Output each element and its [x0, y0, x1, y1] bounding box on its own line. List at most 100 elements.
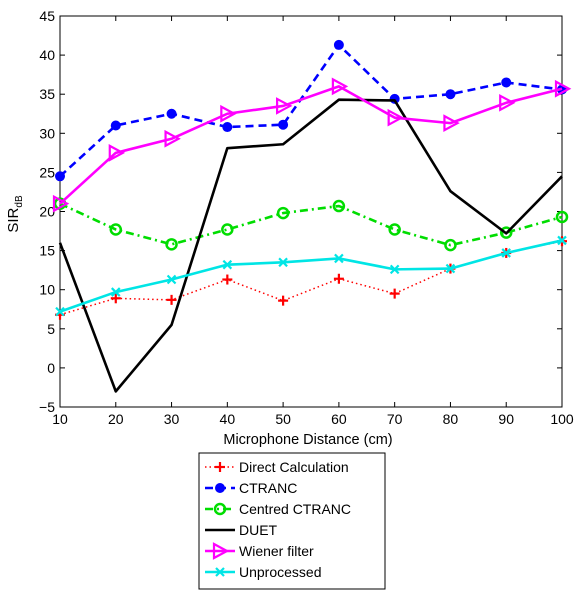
triangle-marker — [331, 77, 349, 96]
y-axis-ticks: −5 0 5 10 15 20 25 30 35 40 45 — [39, 8, 562, 415]
y-tick-label: 40 — [39, 47, 55, 63]
circle-marker — [555, 210, 569, 224]
x-marker-b — [110, 287, 121, 297]
legend-item: DUET — [205, 522, 278, 538]
triangle-marker — [164, 129, 181, 148]
x-marker — [445, 263, 456, 274]
series-line — [58, 98, 563, 393]
y-tick-label: 20 — [39, 204, 55, 220]
circle-marker — [444, 238, 457, 252]
x-tick-label: 10 — [52, 411, 68, 427]
circle-marker — [165, 238, 178, 251]
x-marker-b — [445, 263, 456, 274]
circle-marker — [221, 223, 234, 236]
x-tick-label: 100 — [550, 411, 574, 427]
dot-marker — [333, 39, 344, 50]
x-marker-b — [278, 257, 288, 268]
triangle-marker — [499, 93, 516, 112]
y-tick-label: 25 — [39, 164, 55, 180]
x-marker-b — [166, 274, 177, 285]
legend-item: Unprocessed — [205, 564, 322, 580]
triangle-marker — [443, 114, 460, 132]
series-wiener-filter — [52, 77, 572, 213]
x-tick-label: 70 — [387, 411, 403, 427]
x-marker — [215, 567, 225, 577]
series-unprocessed — [55, 235, 567, 317]
triangle-marker — [220, 104, 237, 123]
series-layer — [52, 39, 572, 393]
series-line — [59, 202, 563, 247]
legend-box — [198, 452, 386, 590]
legend-item: CTRANC — [205, 480, 297, 496]
y-tick-label: −5 — [39, 399, 55, 415]
series-duet — [58, 98, 563, 393]
dot-marker — [222, 122, 233, 133]
x-axis-label: Microphone Distance (cm) — [223, 432, 392, 448]
dot-marker — [445, 89, 456, 100]
y-tick-label: 30 — [39, 125, 55, 141]
y-tick-label: 0 — [47, 360, 55, 376]
circle-marker — [109, 223, 123, 236]
x-marker — [278, 257, 288, 268]
x-marker-b — [55, 306, 65, 317]
plus-marker — [278, 295, 289, 306]
legend-label: Direct Calculation — [239, 459, 349, 475]
circle-marker — [276, 206, 290, 220]
legend-label: Unprocessed — [239, 564, 322, 580]
x-tick-label: 40 — [220, 411, 236, 427]
x-marker-b — [222, 259, 233, 270]
y-axis-label: SIRdB — [5, 195, 25, 233]
circle-marker — [213, 502, 227, 516]
triangle-marker — [52, 194, 70, 213]
y-axis-label-main: SIR — [5, 207, 22, 232]
y-tick-label: 10 — [39, 282, 55, 298]
series-centred-ctranc — [53, 197, 569, 252]
axes-frame — [59, 15, 563, 408]
y-tick-label: 35 — [39, 86, 55, 102]
plus-marker — [333, 273, 344, 284]
x-tick-label: 80 — [443, 411, 459, 427]
triangle-marker — [276, 97, 293, 115]
x-marker-b — [215, 567, 225, 577]
x-marker — [501, 248, 512, 258]
series-line — [59, 85, 563, 205]
legend-item: Centred CTRANC — [205, 501, 351, 517]
dot-marker — [501, 77, 512, 88]
series-line — [59, 239, 563, 313]
plus-marker — [110, 293, 121, 304]
plot-area — [59, 15, 563, 408]
x-tick-label: 30 — [164, 411, 180, 427]
x-marker — [110, 287, 121, 297]
triangle-marker — [108, 144, 126, 162]
y-tick-label: 45 — [39, 8, 55, 24]
x-marker — [557, 235, 567, 246]
legend: Direct Calculation CTRANC Centred CTRANC DU… — [198, 452, 386, 590]
x-tick-label: 50 — [275, 411, 291, 427]
x-marker-b — [501, 248, 512, 258]
y-tick-label: 5 — [47, 321, 55, 337]
x-marker — [222, 259, 233, 270]
x-marker-b — [557, 235, 567, 246]
x-marker-b — [389, 264, 400, 275]
plus-marker — [215, 462, 225, 472]
x-tick-label: 90 — [498, 411, 514, 427]
dot-marker — [166, 108, 177, 119]
legend-label: Wiener filter — [239, 543, 314, 559]
legend-item: Wiener filter — [205, 542, 314, 560]
triangle-marker — [554, 79, 572, 98]
x-tick-label: 60 — [331, 411, 347, 427]
x-marker — [334, 253, 344, 264]
y-tick-label: 15 — [39, 243, 55, 259]
circle-marker — [332, 199, 346, 213]
dot-marker — [55, 171, 65, 182]
dot-marker — [278, 119, 289, 130]
x-marker — [389, 264, 400, 275]
legend-label: DUET — [239, 522, 278, 538]
circle-marker — [388, 223, 401, 236]
legend-item: Direct Calculation — [205, 459, 349, 475]
series-line — [59, 240, 563, 316]
plus-marker — [389, 288, 400, 299]
plus-marker — [222, 274, 233, 285]
